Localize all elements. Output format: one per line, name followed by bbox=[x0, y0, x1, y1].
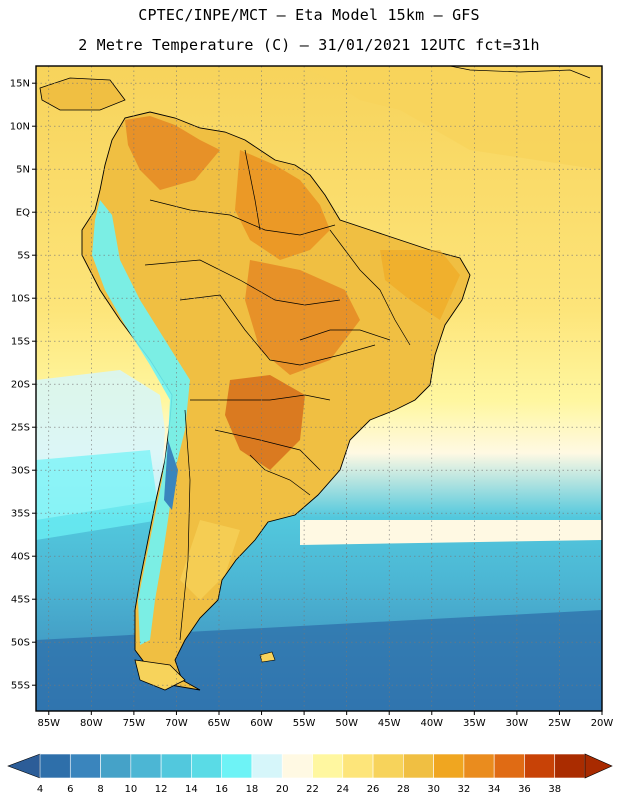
colorbar-label: 10 bbox=[124, 784, 137, 795]
colorbar-swatch bbox=[312, 753, 344, 779]
colorbar-label: 12 bbox=[155, 784, 168, 795]
colorbar-swatch bbox=[191, 753, 222, 779]
lon-label: 50W bbox=[335, 718, 358, 729]
longitude-labels: 85W 80W 75W 70W 65W 60W 55W 50W 45W 40W 35W 30W 25W 2… bbox=[37, 711, 613, 729]
colorbar-swatch bbox=[403, 753, 434, 779]
colorbar-label: 6 bbox=[67, 784, 73, 795]
lon-label: 20W bbox=[591, 718, 614, 729]
lat-label: 35S bbox=[11, 509, 30, 520]
lon-label: 70W bbox=[165, 718, 188, 729]
colorbar-label: 18 bbox=[246, 784, 259, 795]
northeast-brazil-zone bbox=[380, 250, 460, 320]
lon-label: 30W bbox=[506, 718, 529, 729]
colorbar-label: 16 bbox=[215, 784, 228, 795]
colorbar-label: 24 bbox=[336, 784, 349, 795]
latitude-labels: 15N 10N 5N EQ 5S 10S 15S 20S 25S 30S 35S 40S 45S 50S 5… bbox=[10, 79, 36, 692]
map-area bbox=[36, 66, 602, 711]
lat-label: 15N bbox=[10, 79, 30, 90]
colorbar-low-arrow bbox=[7, 753, 41, 779]
colorbar-swatch bbox=[100, 753, 132, 779]
lat-label: 50S bbox=[11, 638, 30, 649]
lon-label: 40W bbox=[420, 718, 443, 729]
tierra-del-fuego bbox=[134, 659, 186, 691]
colorbar-swatch bbox=[39, 753, 71, 779]
lat-label: 45S bbox=[11, 595, 30, 606]
lon-label: 55W bbox=[293, 718, 316, 729]
atlantic-pale-band bbox=[300, 520, 602, 545]
lat-label: 55S bbox=[11, 681, 30, 692]
patagonia-warm-zone bbox=[180, 520, 240, 600]
colorbar-swatch bbox=[463, 753, 495, 779]
colorbar-label: 28 bbox=[397, 784, 410, 795]
colorbar-swatch bbox=[130, 753, 162, 779]
colorbar-label: 20 bbox=[276, 784, 289, 795]
andes-coldest-peak bbox=[164, 440, 178, 510]
andes-cold-strip bbox=[92, 200, 190, 645]
lat-label: 25S bbox=[11, 423, 30, 434]
lat-label: 30S bbox=[11, 466, 30, 477]
venezuela-hot-zone bbox=[125, 116, 220, 190]
lat-label: 20S bbox=[11, 380, 30, 391]
colorbar-swatch bbox=[372, 753, 404, 779]
lon-label: 35W bbox=[463, 718, 486, 729]
country-borders bbox=[144, 149, 411, 641]
colorbar-swatch bbox=[69, 753, 101, 779]
colorbar: 4 6 8 10 12 14 16 18 20 22 24 26 28 30 32 34 36 38 bbox=[7, 753, 613, 795]
map-title: CPTEC/INPE/MCT – Eta Model 15km – GFS bbox=[138, 6, 480, 24]
lat-label: 15S bbox=[11, 337, 30, 348]
colorbar-label: 8 bbox=[97, 784, 103, 795]
colorbar-swatch bbox=[524, 753, 556, 779]
colorbar-swatch bbox=[221, 753, 253, 779]
colorbar-swatch bbox=[342, 753, 374, 779]
lon-label: 85W bbox=[37, 718, 60, 729]
lat-label: 40S bbox=[11, 552, 30, 563]
colorbar-swatch bbox=[160, 753, 192, 779]
lat-label: 10N bbox=[10, 122, 30, 133]
colorbar-swatch bbox=[493, 753, 525, 779]
lat-label: 10S bbox=[11, 294, 30, 305]
colorbar-swatch bbox=[554, 753, 586, 779]
lon-label: 45W bbox=[378, 718, 401, 729]
colorbar-swatch bbox=[433, 753, 465, 779]
colorbar-label: 38 bbox=[548, 784, 561, 795]
lat-label: 5S bbox=[17, 251, 30, 262]
lon-label: 75W bbox=[123, 718, 146, 729]
central-america-land bbox=[39, 77, 126, 111]
lon-label: 60W bbox=[250, 718, 273, 729]
amazon-hot-zone bbox=[235, 150, 330, 260]
colorbar-label: 26 bbox=[367, 784, 380, 795]
colorbar-label: 22 bbox=[306, 784, 319, 795]
pacific-cold-zone bbox=[36, 450, 160, 540]
lon-label: 80W bbox=[80, 718, 103, 729]
colorbar-label: 14 bbox=[185, 784, 198, 795]
colorbar-swatch bbox=[281, 753, 313, 779]
central-brazil-hot-zone bbox=[245, 260, 360, 375]
falkland-islands bbox=[259, 651, 276, 663]
map-frame bbox=[35, 65, 603, 712]
caribbean-warm-zone bbox=[36, 66, 602, 170]
lon-label: 25W bbox=[548, 718, 571, 729]
colorbar-label: 30 bbox=[427, 784, 440, 795]
colorbar-label: 4 bbox=[37, 784, 43, 795]
colorbar-high-arrow bbox=[584, 753, 613, 779]
colorbar-swatch bbox=[251, 753, 283, 779]
colorbar-label: 32 bbox=[458, 784, 471, 795]
lat-label: EQ bbox=[16, 208, 30, 219]
colorbar-label: 34 bbox=[488, 784, 501, 795]
lat-label: 5N bbox=[16, 165, 30, 176]
colorbar-label: 36 bbox=[518, 784, 531, 795]
lon-label: 65W bbox=[208, 718, 231, 729]
map-subtitle: 2 Metre Temperature (C) – 31/01/2021 12U… bbox=[78, 36, 540, 54]
